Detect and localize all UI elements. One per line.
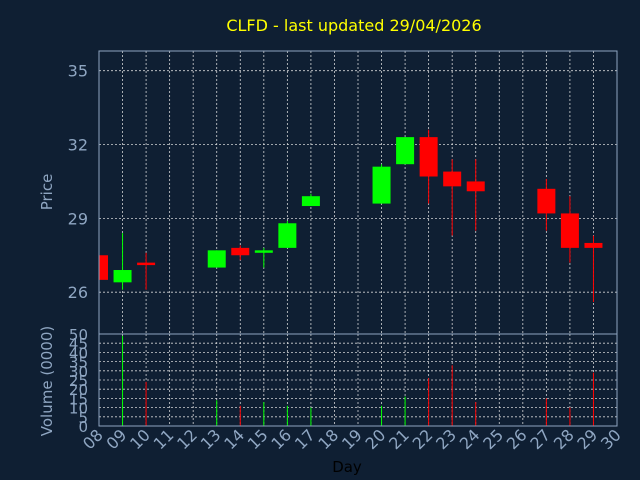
volume-tick-label: 15 [69, 390, 88, 408]
volume-tick-label: 5 [78, 409, 88, 427]
volume-tick-label: 0 [78, 418, 88, 436]
candle-body [419, 137, 438, 177]
candle-body [443, 171, 462, 187]
candle-body [466, 181, 485, 192]
price-tick-label: 35 [68, 62, 88, 81]
candle-body [301, 196, 320, 207]
price-axis-label: Price [38, 174, 56, 211]
candle-body [231, 247, 250, 256]
price-tick-label: 26 [68, 283, 88, 302]
candle-body [278, 223, 297, 248]
volume-tick-label: 50 [69, 326, 88, 344]
x-axis-label: Day [332, 458, 362, 476]
volume-frame [98, 333, 618, 427]
price-tick-label: 32 [68, 136, 88, 155]
volume-tick-label: 35 [69, 354, 88, 372]
volume-tick-label: 20 [69, 381, 88, 399]
chart-title: CLFD - last updated 29/04/2026 [226, 16, 481, 35]
candle-body [113, 270, 132, 283]
candle-body [254, 250, 273, 253]
candle-body [584, 242, 603, 248]
volume-tick-label: 30 [69, 363, 88, 381]
volume-tick-label: 10 [69, 400, 88, 418]
candle-body [537, 188, 556, 214]
candle-body [560, 213, 579, 248]
candle-body [207, 250, 226, 268]
price-tick-label: 29 [68, 209, 88, 228]
x-tick-label: 30 [597, 425, 625, 453]
volume-tick-label: 45 [69, 335, 88, 353]
volume-tick-label: 40 [69, 344, 88, 362]
volume-tick-label: 25 [69, 372, 88, 390]
candle-body [137, 262, 156, 266]
candle-body [396, 137, 415, 165]
candle-body [99, 255, 108, 280]
volume-axis-label: Volume (0000) [38, 326, 56, 436]
candle-body [372, 166, 391, 204]
